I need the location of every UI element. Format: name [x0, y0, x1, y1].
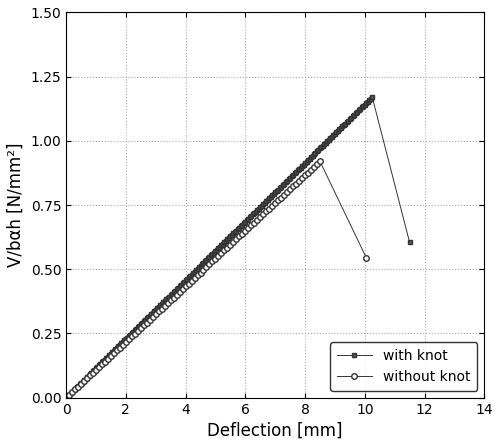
Y-axis label: V/bαh [N/mm²]: V/bαh [N/mm²] [7, 143, 25, 267]
with knot [320, 143, 326, 148]
without knot [192, 275, 198, 281]
Line: without knot: without knot [64, 159, 369, 401]
with knot [369, 94, 375, 100]
without knot [170, 295, 176, 300]
with knot [316, 147, 322, 152]
without knot [138, 325, 144, 331]
with knot [347, 117, 353, 122]
without knot [272, 200, 278, 206]
without knot [317, 159, 323, 164]
Legend: with knot, without knot: with knot, without knot [330, 342, 478, 391]
without knot [364, 255, 370, 260]
with knot [406, 240, 412, 245]
with knot [63, 395, 69, 401]
without knot [120, 342, 126, 347]
with knot [257, 204, 263, 210]
X-axis label: Deflection [mm]: Deflection [mm] [208, 422, 343, 440]
with knot [148, 312, 154, 317]
Line: with knot: with knot [64, 95, 412, 400]
without knot [63, 395, 69, 401]
with knot [296, 166, 302, 172]
without knot [105, 356, 111, 362]
